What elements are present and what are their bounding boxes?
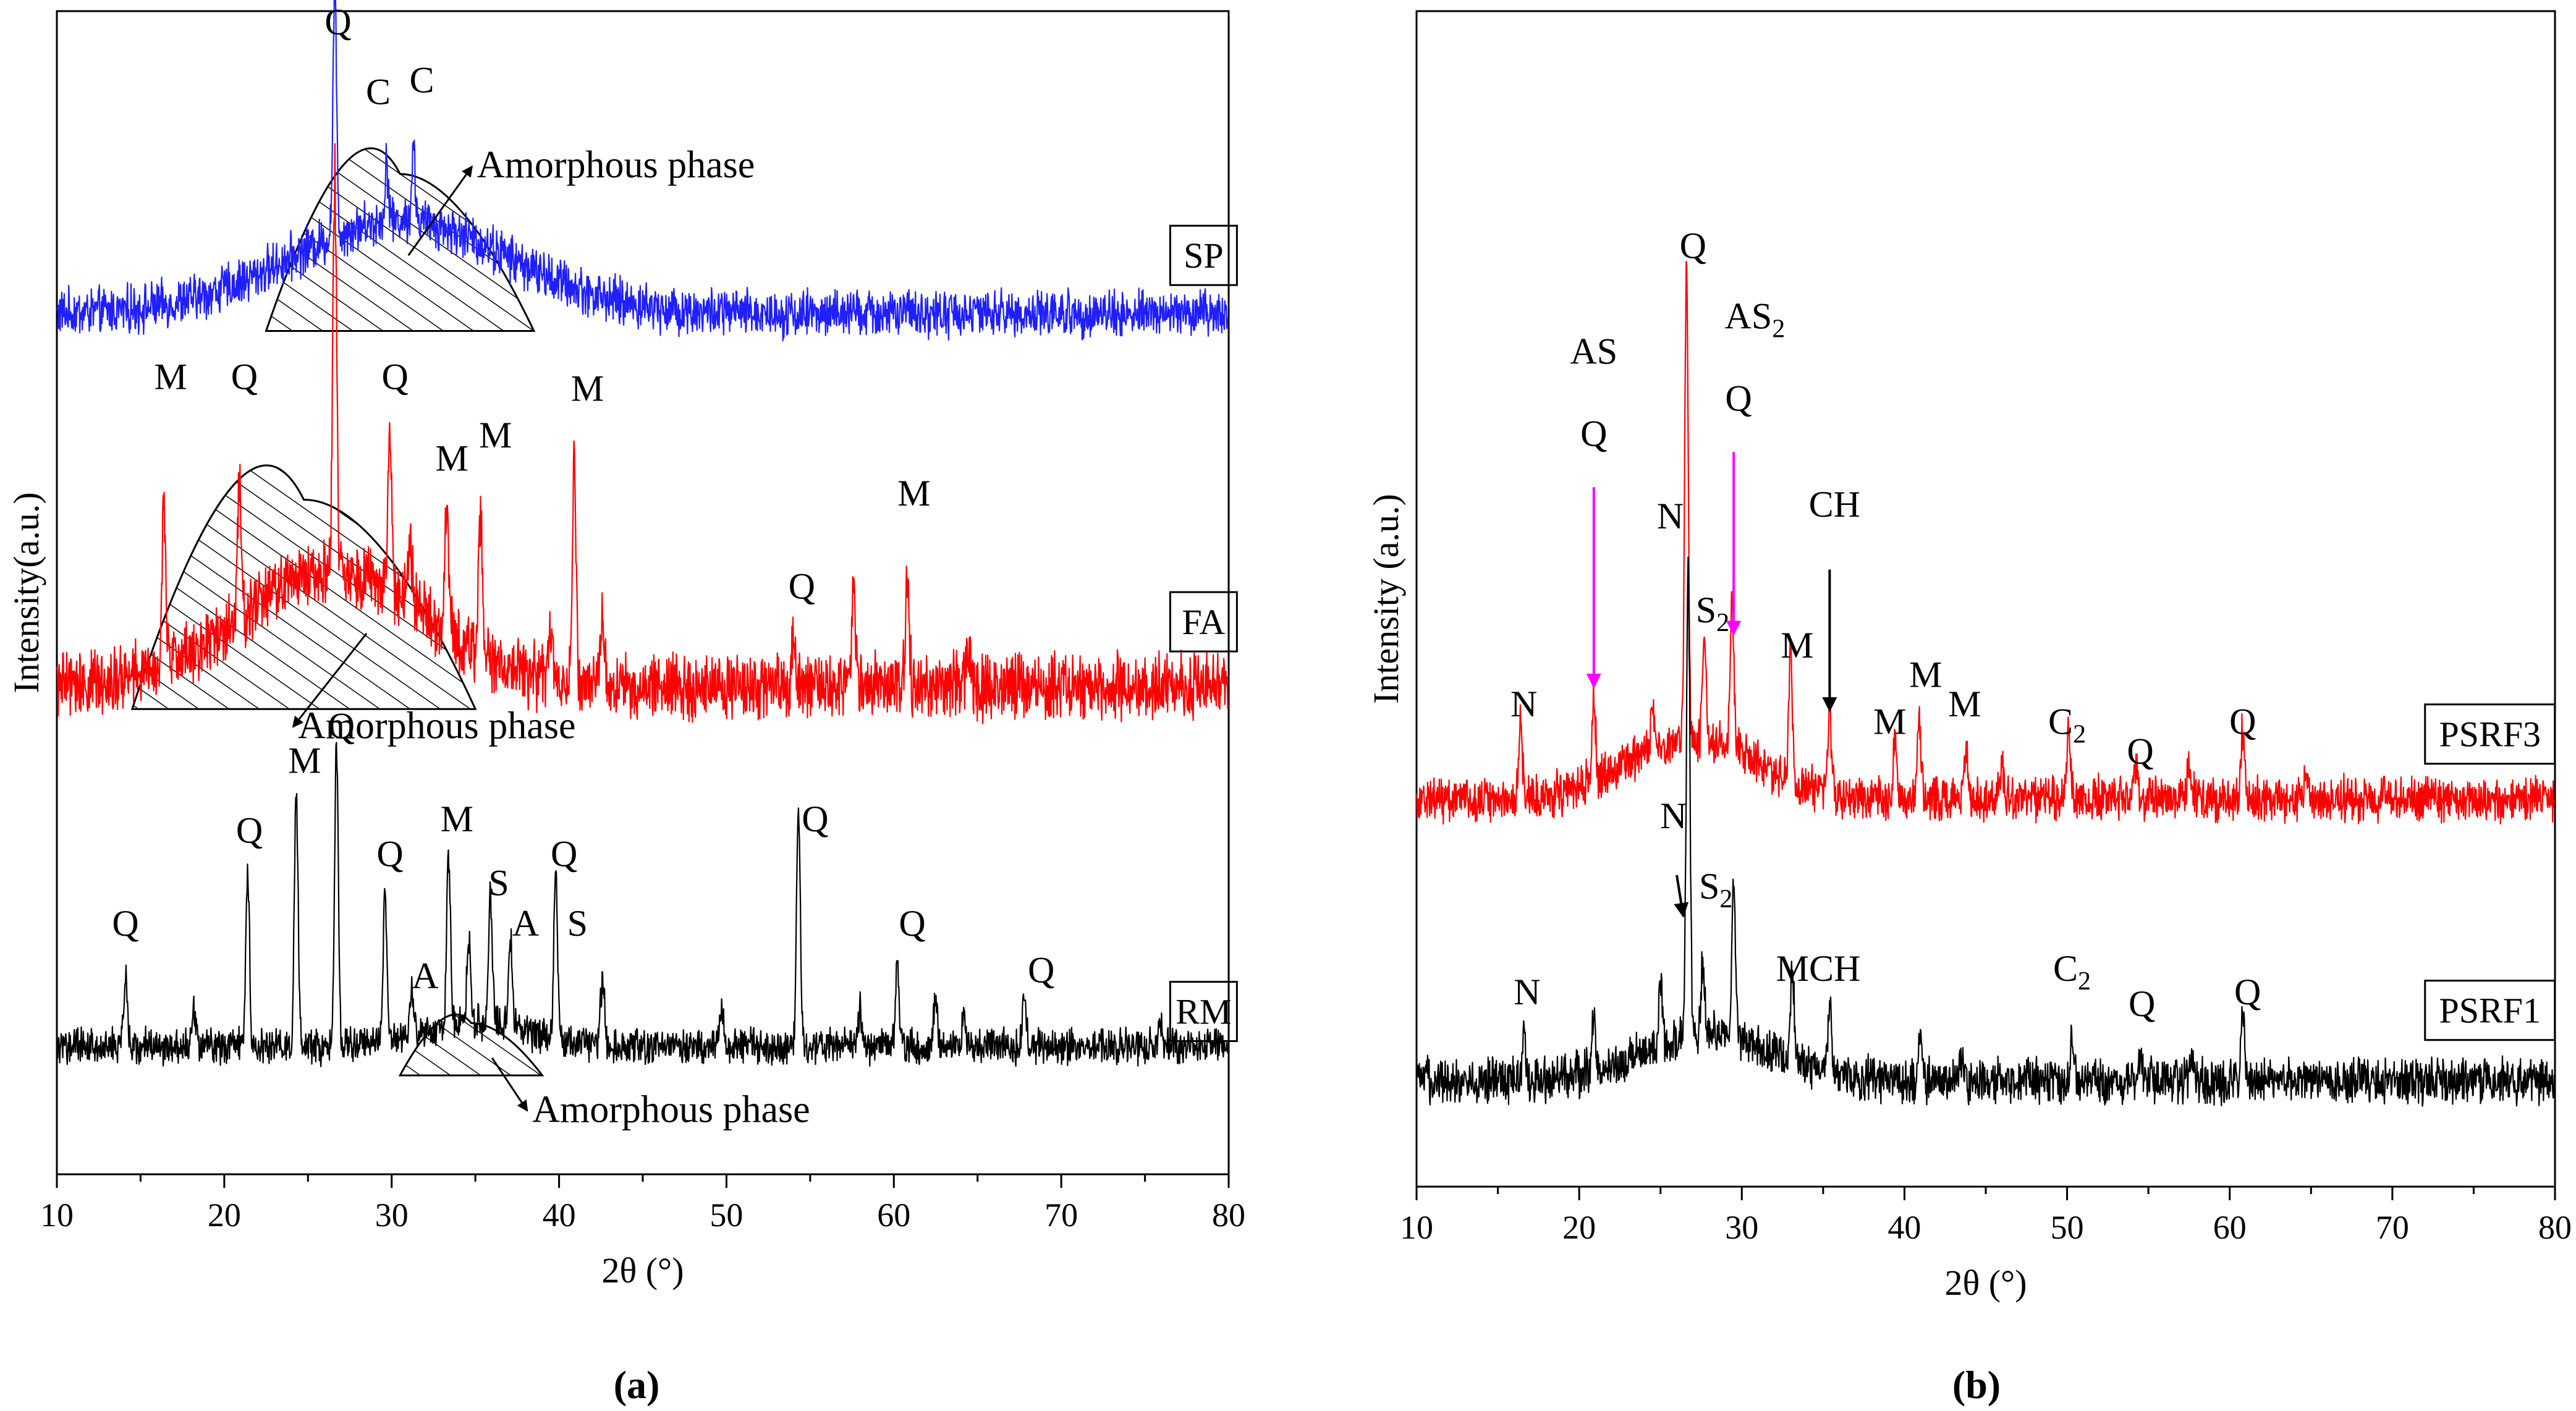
phase-label: M: [479, 415, 512, 456]
x-axis-label: 2θ (°): [601, 1250, 684, 1290]
phase-label: Q: [328, 705, 355, 746]
phase-label: Q: [231, 357, 258, 397]
phase-label: M: [897, 473, 930, 514]
amorphous-phase-label: Amorphous phase: [532, 1088, 810, 1130]
phase-label: Q: [112, 903, 138, 944]
phase-label: Q: [376, 833, 403, 874]
phase-label: N: [1514, 972, 1540, 1012]
phase-label: Q: [1725, 378, 1752, 419]
phase-label: M: [436, 438, 468, 478]
phase-label: S2: [1699, 866, 1732, 913]
x-tick-label: 50: [710, 1197, 743, 1234]
phase-label: C: [366, 72, 391, 112]
phase-label: Q: [899, 903, 925, 944]
phase-label: C: [409, 60, 434, 101]
legend-box: [2424, 703, 2556, 765]
legend-label: PSRF1: [2439, 991, 2541, 1031]
phase-label: Q: [236, 810, 263, 851]
x-tick-label: 10: [1400, 1209, 1433, 1246]
amorphous-arrow: [407, 165, 473, 256]
legend-label: RM: [1176, 992, 1231, 1032]
x-tick-label: 70: [2376, 1209, 2409, 1246]
legend-label: SP: [1184, 235, 1224, 276]
annotation-arrow: [1674, 875, 1689, 918]
legend-label: FA: [1182, 602, 1225, 642]
phase-label: M: [1873, 701, 1906, 742]
phase-label: Q: [1580, 413, 1607, 454]
legend-box: [1169, 591, 1238, 653]
x-tick-label: 60: [877, 1197, 910, 1234]
phase-label: M: [441, 799, 473, 839]
phase-label: Q: [2234, 972, 2261, 1012]
x-tick-label: 30: [1725, 1209, 1758, 1246]
phase-label: N: [1510, 684, 1537, 724]
phase-label: C2: [2053, 948, 2091, 996]
legend-label: PSRF3: [2439, 714, 2541, 755]
amorphous-phase-label: Amorphous phase: [477, 144, 755, 186]
phase-label: Q: [324, 2, 351, 43]
panel-a-xrd-raw-materials: 10 20 30 40 50 60 70 80 2θ (°) Intensity(a.u.) Amo…: [6, 0, 1245, 1290]
phase-label: M: [571, 368, 604, 409]
amorphous-arrow: [292, 632, 368, 728]
phase-label: M: [288, 740, 321, 781]
x-tick-label: 10: [40, 1197, 74, 1234]
y-axis-label: Intensity(a.u.): [6, 492, 46, 693]
phase-label: A: [412, 955, 438, 996]
series-line-fa: [56, 143, 1229, 724]
phase-label: N: [1657, 496, 1684, 536]
series-line-sp: [56, 0, 1229, 342]
phase-label: A: [512, 903, 539, 944]
phase-label: Q: [551, 833, 577, 874]
phase-label: C2: [2048, 701, 2086, 749]
legend-box: [2424, 980, 2556, 1041]
phase-label: Q: [2127, 731, 2153, 771]
plot-frame: [1415, 10, 2556, 1188]
phase-label: Q: [789, 566, 815, 606]
amorphous-arrow: [491, 1057, 528, 1112]
series-line-rm: [56, 742, 1229, 1067]
y-axis-label: Intensity (a.u.): [1366, 494, 1406, 704]
phase-label: S: [488, 862, 509, 903]
phase-label: Q: [381, 357, 408, 397]
x-tick-label: 60: [2213, 1209, 2247, 1246]
phase-label: S: [567, 903, 588, 944]
series-line-psrf1: [1416, 556, 2555, 1107]
x-tick-label: 40: [543, 1197, 576, 1234]
phase-label: Q: [2229, 701, 2256, 742]
phase-label: CH: [1809, 484, 1860, 525]
phase-label: S2: [1696, 590, 1729, 637]
phase-label: M: [1948, 684, 1981, 724]
phase-label: N: [1660, 795, 1687, 836]
phase-label: MCH: [1776, 948, 1861, 989]
phase-label: Q: [1680, 225, 1706, 266]
legend-box: [1169, 224, 1238, 286]
phase-label: Q: [1028, 949, 1054, 990]
series-line-psrf3: [1416, 261, 2555, 825]
panel-a-caption: (a): [614, 1363, 660, 1407]
x-tick-label: 80: [1212, 1197, 1245, 1234]
phase-label: AS: [1570, 331, 1617, 372]
x-tick-label: 70: [1044, 1197, 1078, 1234]
phase-label: AS2: [1724, 296, 1785, 344]
x-tick-label: 50: [2051, 1209, 2084, 1246]
panel-b-caption: (b): [1952, 1363, 2001, 1407]
x-tick-label: 30: [375, 1197, 409, 1234]
phase-label: Q: [802, 799, 828, 839]
phase-label: M: [1909, 655, 1942, 695]
x-axis-label: 2θ (°): [1944, 1263, 2027, 1303]
phase-label: M: [155, 357, 187, 397]
x-tick-label: 40: [1888, 1209, 1921, 1246]
amorphous-phase-label: Amorphous phase: [298, 705, 575, 747]
x-tick-label: 20: [208, 1197, 241, 1234]
x-tick-label: 80: [2538, 1209, 2572, 1246]
phase-label: M: [1781, 625, 1813, 666]
phase-label: Q: [2129, 983, 2155, 1024]
x-tick-label: 20: [1562, 1209, 1596, 1246]
legend-box: [1169, 981, 1238, 1043]
